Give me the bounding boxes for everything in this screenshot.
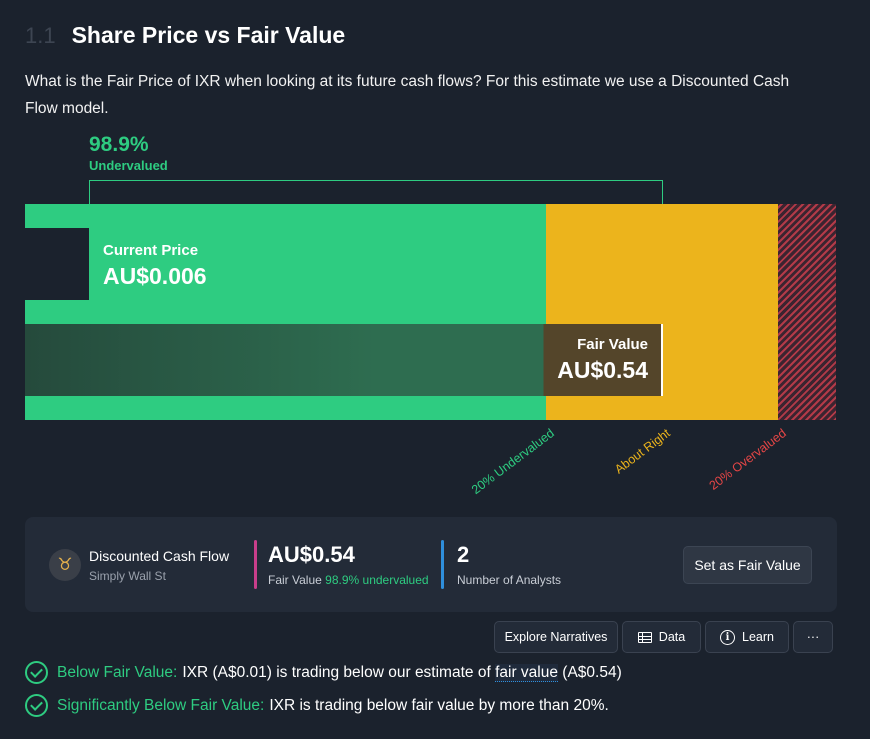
difference-percent: 98.9% [89, 133, 149, 156]
card-fair-value: AU$0.54 [268, 542, 355, 567]
fair-value-bar [25, 324, 663, 396]
data-label: Data [658, 630, 686, 644]
current-price-caption: Current Price [103, 242, 199, 259]
zone-label-overvalued: 20% Overvalued [706, 426, 789, 493]
valuation-model-card: ♉ Discounted Cash Flow Simply Wall St AU… [25, 517, 837, 612]
explore-narratives-button[interactable]: Explore Narratives [494, 621, 618, 653]
check-title: Below Fair Value: [57, 663, 178, 681]
check-below-fair-value: Below Fair Value: IXR (A$0.01) is tradin… [25, 661, 622, 684]
check-significantly-below-fair-value: Significantly Below Fair Value: IXR is t… [25, 694, 609, 717]
section-title: Share Price vs Fair Value [71, 22, 346, 48]
analysts-label: Number of Analysts [457, 573, 562, 587]
info-icon: i [720, 629, 735, 645]
data-button[interactable]: Data [622, 621, 701, 653]
zone-label-about-right: About Right [611, 426, 673, 477]
set-fair-value-button[interactable]: Set as Fair Value [683, 546, 812, 584]
valuation-difference: 98.9% Undervalued [89, 133, 168, 173]
check-circle-icon [25, 661, 48, 684]
model-source: Simply Wall St [89, 569, 166, 583]
table-icon [637, 631, 652, 643]
check-title: Significantly Below Fair Value: [57, 696, 265, 714]
analysts-divider [441, 540, 444, 589]
section-number: 1.1 [25, 23, 56, 48]
fair-value-caption: Fair Value [577, 336, 648, 353]
check-text: IXR (A$0.01) is trading below our estima… [182, 663, 622, 682]
difference-bracket [89, 180, 663, 204]
check-text: IXR is trading below fair value by more … [269, 696, 609, 714]
current-price-bar [25, 228, 89, 300]
fair-value-divider [254, 540, 257, 589]
zone-label-undervalued: 20% Undervalued [468, 426, 557, 497]
more-icon: ··· [806, 630, 820, 644]
current-price-label: Current Price AU$0.006 [103, 242, 207, 290]
model-name: Discounted Cash Flow [89, 548, 230, 564]
analysts-count: 2 [457, 542, 470, 567]
learn-button[interactable]: i Learn [705, 621, 789, 653]
fair-value-value: AU$0.54 [557, 357, 648, 383]
fair-value-link[interactable]: fair value [495, 663, 558, 682]
current-price-value: AU$0.006 [103, 263, 207, 289]
zone-overvalued [778, 204, 836, 420]
bull-logo-icon: ♉ [49, 549, 81, 581]
check-text-before: IXR (A$0.01) is trading below our estima… [182, 663, 491, 681]
card-fair-value-caption: Fair Value 98.9% undervalued [268, 573, 429, 587]
section-header: 1.1 Share Price vs Fair Value [25, 22, 345, 49]
fair-value-sub-label: Fair Value [268, 573, 322, 587]
difference-label: Undervalued [89, 158, 168, 173]
fair-value-label: Fair Value AU$0.54 [540, 336, 648, 384]
more-options-button[interactable]: ··· [793, 621, 833, 653]
explore-narratives-label: Explore Narratives [504, 630, 608, 644]
check-circle-icon [25, 694, 48, 717]
fair-value-sub-pct: 98.9% undervalued [325, 573, 429, 587]
intro-text: What is the Fair Price of IXR when looki… [25, 73, 790, 117]
learn-label: Learn [742, 630, 774, 644]
check-text-after: (A$0.54) [562, 663, 622, 681]
